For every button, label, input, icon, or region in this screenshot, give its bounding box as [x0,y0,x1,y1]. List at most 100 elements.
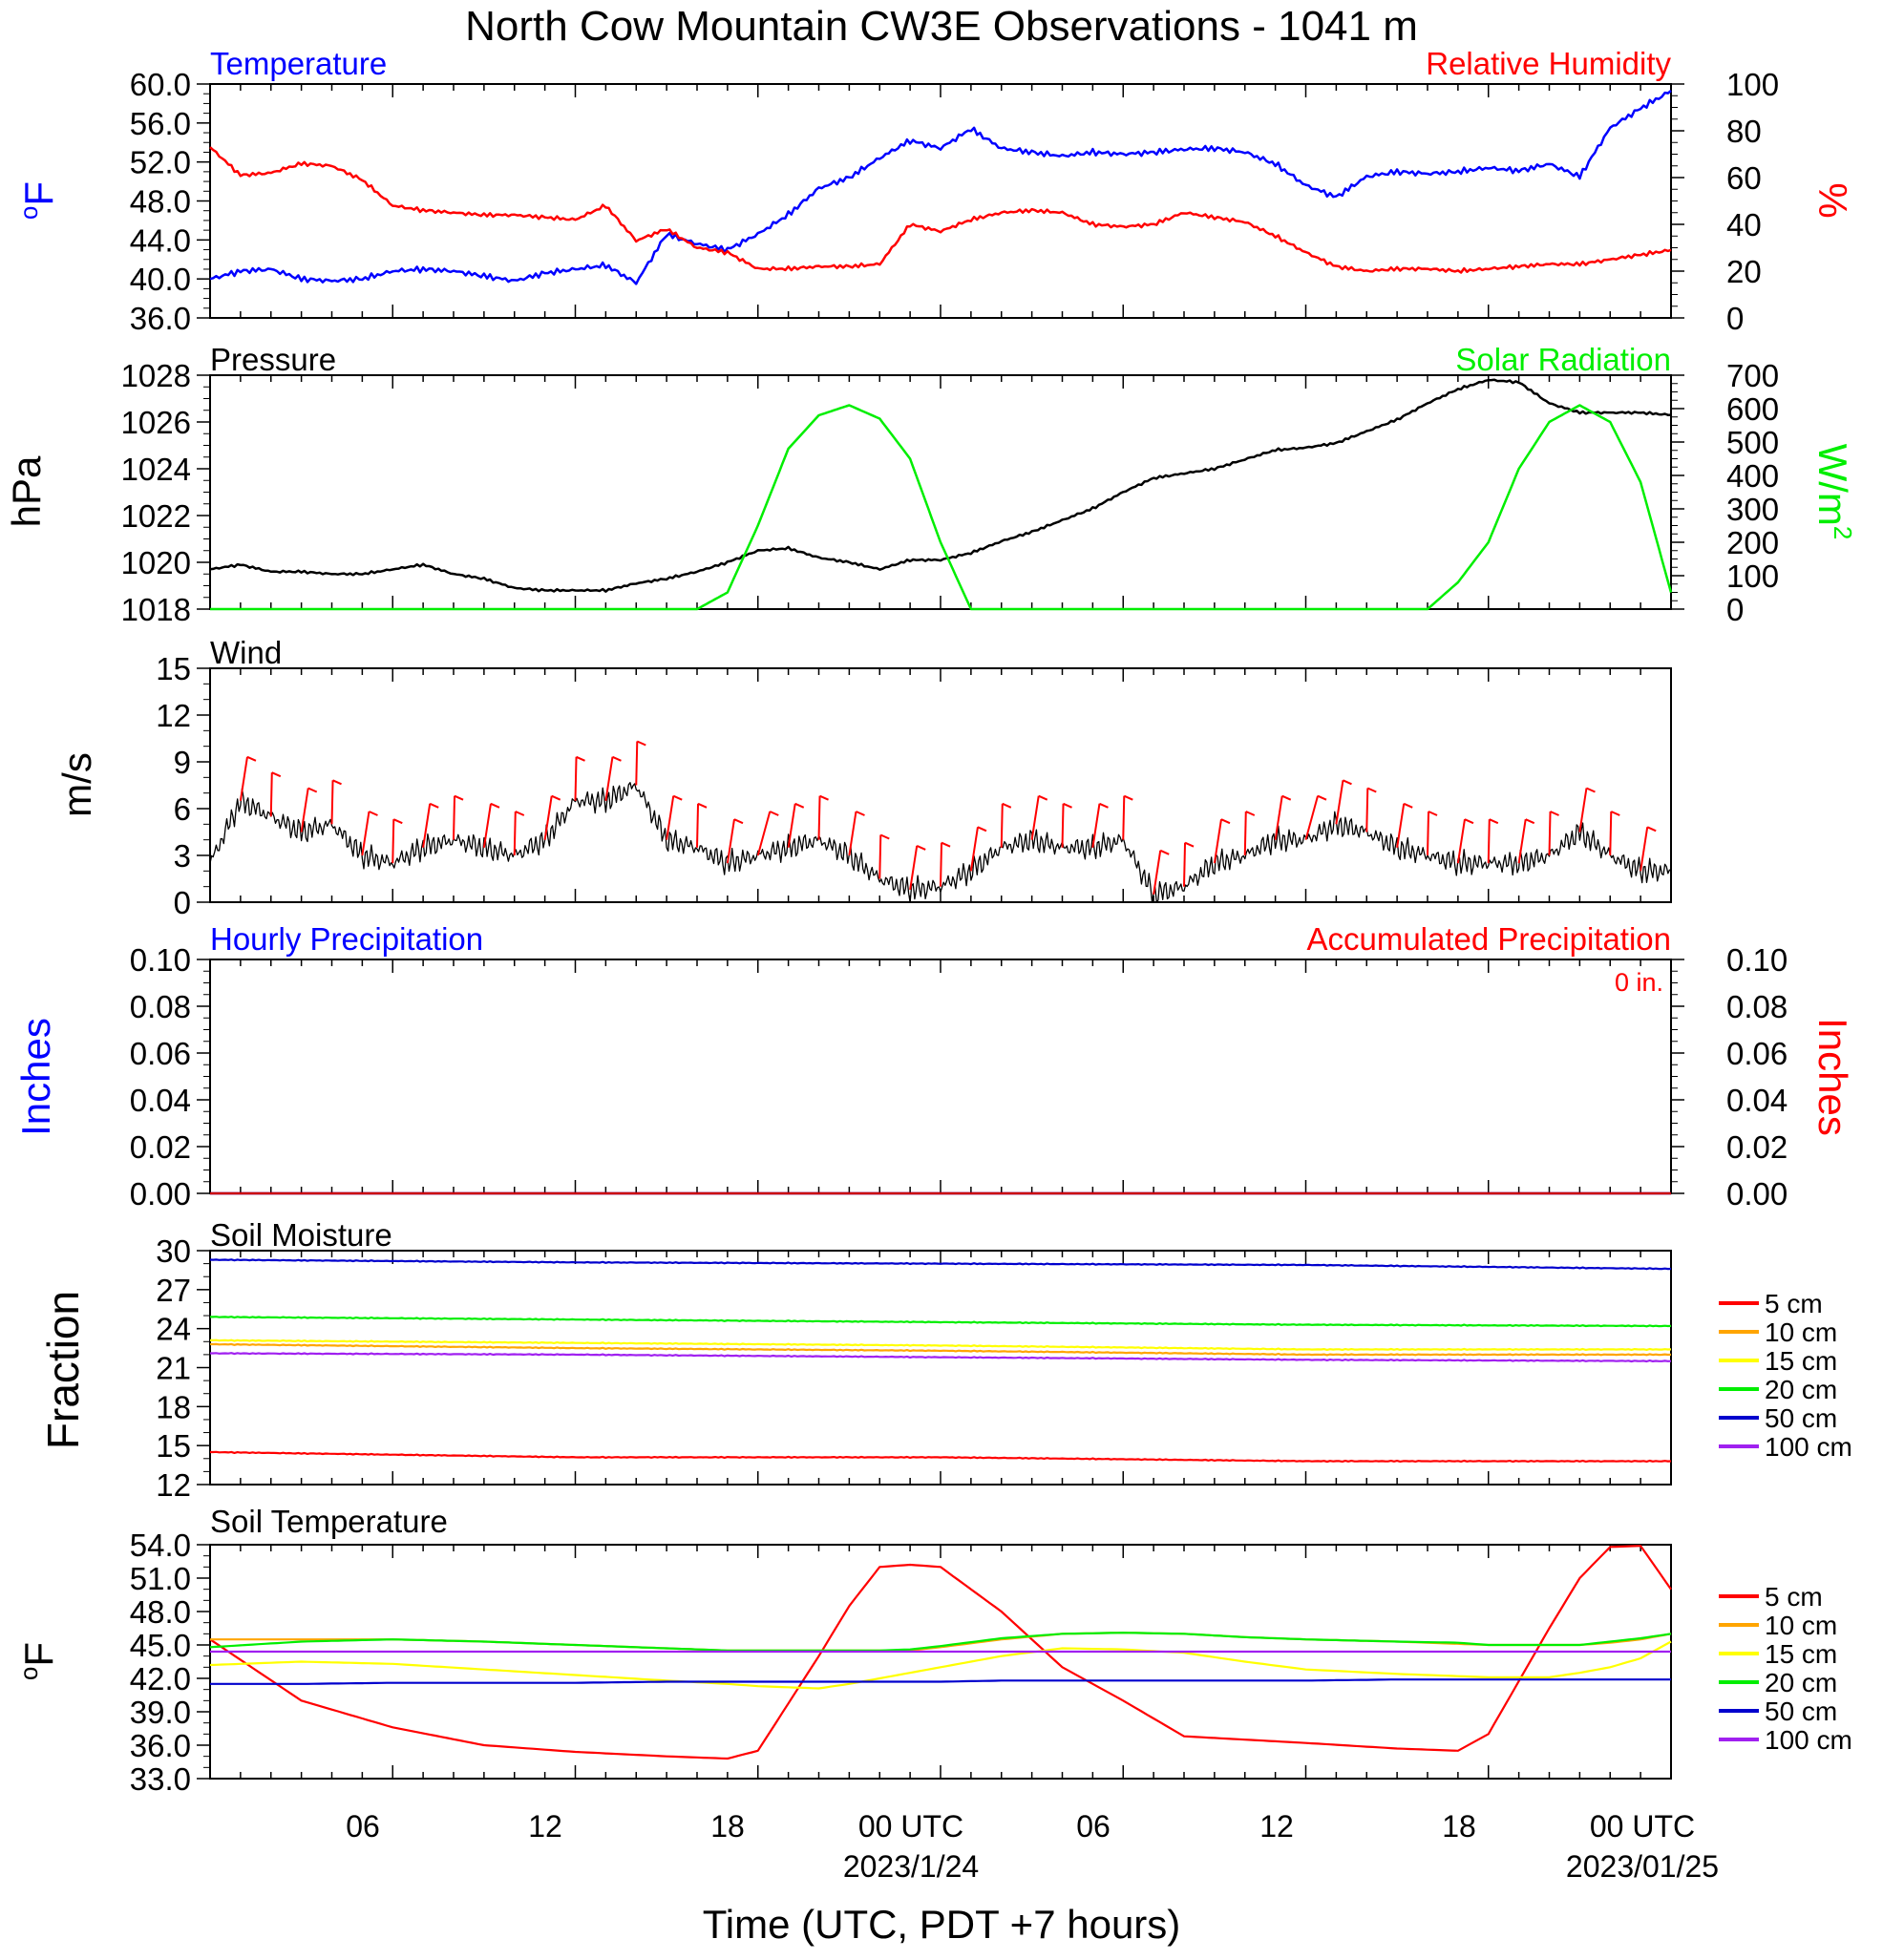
wind-barb-flag [1123,794,1133,801]
wind-barb [1456,819,1466,864]
left-y-tick-label: 51.0 [130,1561,191,1596]
soil-temperature-ylabel: oF [14,1642,61,1680]
left-y-tick-label: 36.0 [130,1728,191,1763]
panel-frame-pressure [209,374,1672,610]
soil-temperature-legend-label: 20 cm [1765,1668,1837,1697]
wind-barb [482,803,492,848]
wind-barb-flag [429,802,439,809]
wind-barb [1274,795,1283,840]
wind-barb-flag [672,794,683,801]
right-y-tick-label: 200 [1726,525,1779,560]
left-y-tick-label: 60.0 [130,67,191,102]
x-axis-title: Time (UTC, PDT +7 hours) [703,1902,1181,1947]
wind-barb-flag [307,787,318,793]
left-y-tick-label: 1020 [121,545,191,580]
wind-barb-flag [1403,802,1413,809]
temperature-ylabel-unit: F [16,181,61,206]
wind-barb [1183,842,1187,887]
wind-barb-flag [392,818,403,825]
wind-barb-flag [1646,826,1657,832]
left-y-tick-label: 45.0 [130,1628,191,1663]
xtick-label: 06 [346,1809,380,1844]
left-y-tick-label: 0.04 [130,1083,191,1118]
right-y-tick-label: 0 [1726,592,1744,627]
xtick-label: 06 [1076,1809,1111,1844]
left-y-tick-label: 36.0 [130,301,191,336]
soil-moisture-legend-label: 10 cm [1765,1317,1837,1347]
left-y-tick-label: 54.0 [130,1528,191,1563]
wind-barb-flag [1489,818,1499,825]
pressure-title: Pressure [210,342,336,377]
soil-moisture-line [210,1316,1672,1328]
left-y-tick-label: 1022 [121,498,191,534]
soil-moisture-line [209,1258,1672,1271]
wind-barb [1640,827,1649,872]
wind-barb-flag [1281,794,1292,801]
soil-temperature-line [209,1640,1672,1690]
wind-barb [969,827,979,872]
wind-barb-flag [941,841,951,848]
left-y-tick-label: 0 [174,885,191,920]
wind-barb [940,842,943,887]
soil-moisture-line [210,1338,1672,1351]
solar-ylabel: W/m2 [1810,444,1857,540]
right-y-tick-label: 0.00 [1726,1176,1788,1212]
wind-title: Wind [210,635,282,670]
left-y-tick-label: 6 [174,791,191,827]
wind-barb [1061,803,1065,848]
soil-moisture-line [210,1352,1672,1363]
wind-barb [543,795,553,840]
xtick-date-label: 2023/1/24 [843,1849,979,1884]
left-y-tick-label: 0.10 [130,942,191,978]
soil-temperature-line [210,1678,1671,1685]
wind-barb-flag [1464,818,1474,825]
wind-barb-flag [1002,802,1012,809]
precip-ylabel-left: Inches [13,1018,58,1136]
left-y-tick-label: 21 [156,1351,191,1386]
right-y-tick-label: 40 [1726,207,1762,242]
xtick-date-label: 2023/01/25 [1566,1849,1719,1884]
left-y-tick-label: 27 [156,1273,191,1308]
wind-barb [422,803,432,848]
axis-ticks [197,83,1684,1780]
left-y-tick-label: 33.0 [130,1761,191,1797]
right-y-tick-label: 500 [1726,425,1779,460]
solar-title: Solar Radiation [1455,342,1671,377]
left-y-tick-label: 56.0 [130,106,191,141]
humidity-ylabel: % [1810,182,1855,218]
wind-barb-flag [1317,794,1327,801]
left-y-tick-label: 1018 [121,592,191,627]
wind-barb [1517,819,1527,864]
wind-barb-flag [1063,802,1072,809]
left-y-tick-label: 0.00 [130,1176,191,1212]
wind-barb-flag [769,811,779,816]
panel-frame-soil-moisture [209,1250,1672,1486]
solar-ylabel-exponent: 2 [1829,526,1857,539]
wind-barb-flag [977,826,987,832]
wind-barb-flag [1099,802,1109,809]
right-y-tick-label: 0.06 [1726,1036,1788,1071]
soil-temperature-legend-label: 15 cm [1765,1639,1837,1669]
humidity-title: Relative Humidity [1426,46,1671,81]
left-y-tick-label: 39.0 [130,1695,191,1730]
pressure-ylabel: hPa [4,455,49,527]
wind-barb-flag [1038,794,1048,801]
right-y-tick-label: 100 [1726,67,1779,102]
wind-barb [1609,811,1613,856]
wind-barb [1365,788,1369,832]
left-y-tick-label: 15 [156,651,191,686]
wind-barb-flag [551,794,561,801]
xtick-label: 18 [1442,1809,1476,1844]
soil-temperature-legend-label: 50 cm [1765,1697,1837,1726]
left-y-tick-label: 24 [156,1312,191,1347]
soil-temperature-legend-label: 5 cm [1765,1582,1823,1612]
wind-barb [726,819,735,864]
wind-barb [756,811,772,856]
temperature-title: Temperature [210,46,387,81]
soil-moisture-legend-label: 50 cm [1765,1403,1837,1433]
soil-moisture-title: Soil Moisture [210,1217,392,1253]
wind-barb [1487,819,1491,864]
wind-barb [1213,819,1222,864]
